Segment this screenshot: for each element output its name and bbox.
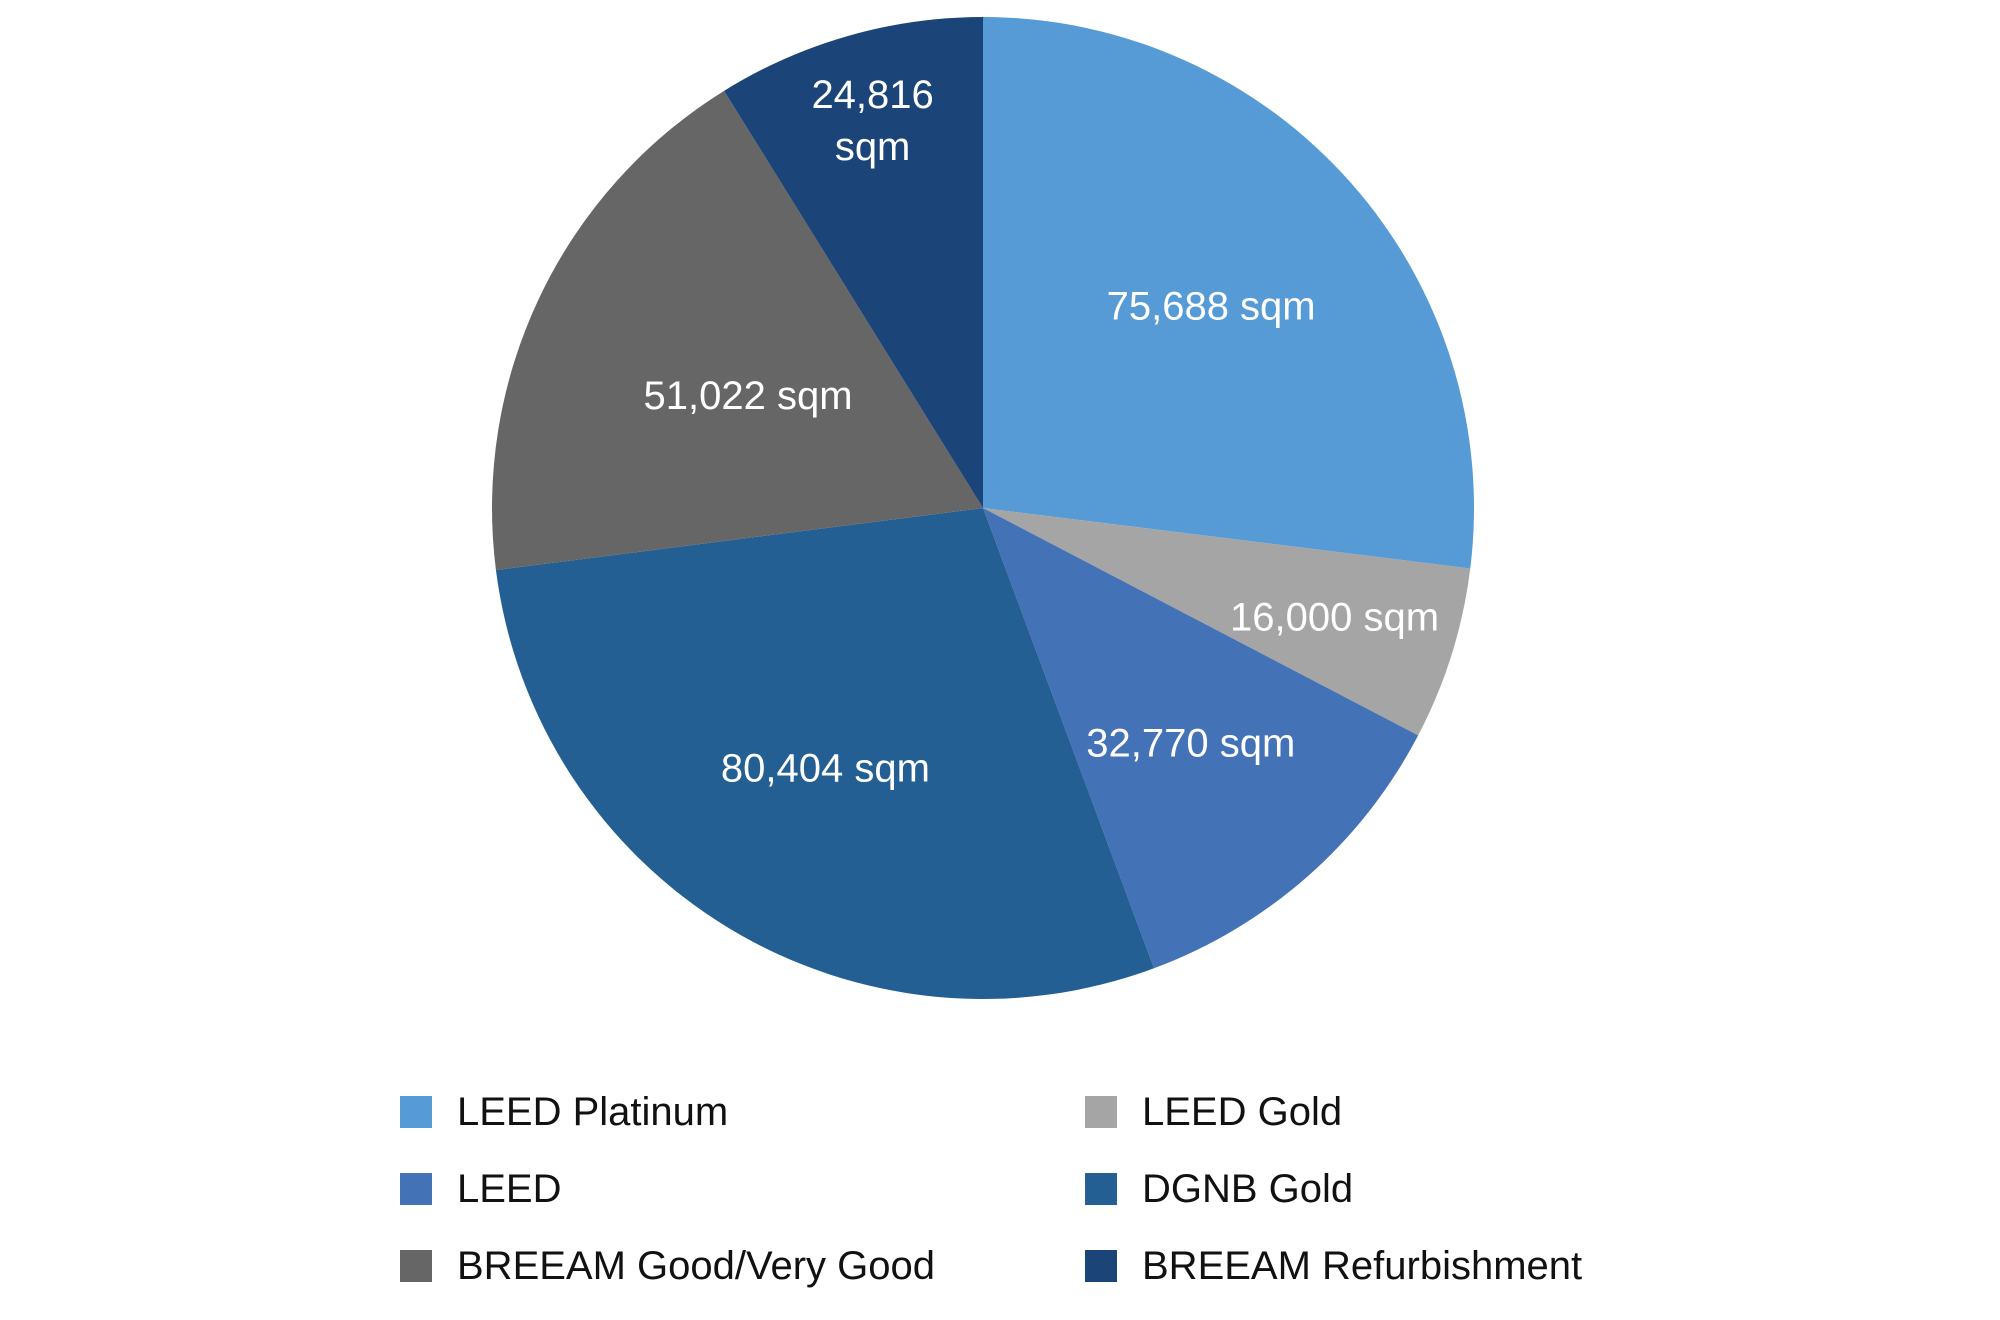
legend-item-leed-gold: LEED Gold xyxy=(1085,1089,1700,1134)
legend-swatch-breeam-good-very-good xyxy=(400,1250,432,1282)
pie-slice-leed-platinum xyxy=(983,17,1475,569)
pie-slice-leed xyxy=(983,508,1419,969)
pie-slice-dgnb-gold xyxy=(495,508,1154,999)
data-label-breeam-refurbishment: 24,816 sqm xyxy=(811,73,933,169)
legend-label-leed-gold: LEED Gold xyxy=(1142,1089,1343,1134)
data-label-leed: 32,770 sqm xyxy=(1086,722,1295,766)
legend: LEED Platinum LEED Gold LEED DGNB Gold B… xyxy=(400,1089,1700,1288)
pie-slice-leed-gold xyxy=(983,508,1471,736)
data-label-leed-gold: 16,000 sqm xyxy=(1230,596,1439,640)
legend-label-leed: LEED xyxy=(457,1166,562,1211)
legend-swatch-dgnb-gold xyxy=(1085,1173,1117,1205)
legend-swatch-leed xyxy=(400,1173,432,1205)
pie-slices xyxy=(492,17,1475,999)
legend-label-breeam-refurbishment: BREEAM Refurbishment xyxy=(1142,1243,1583,1288)
legend-item-leed-platinum: LEED Platinum xyxy=(400,1089,1085,1134)
legend-item-breeam-refurbishment: BREEAM Refurbishment xyxy=(1085,1243,1700,1288)
data-label-breeam-good-very-good: 51,022 sqm xyxy=(644,374,853,418)
pie-slice-breeam-good-very-good xyxy=(492,90,983,571)
data-label-dgnb-gold: 80,404 sqm xyxy=(721,746,930,790)
data-label-leed-platinum: 75,688 sqm xyxy=(1107,284,1316,328)
legend-item-dgnb-gold: DGNB Gold xyxy=(1085,1166,1700,1211)
pie-data-labels: 75,688 sqm 16,000 sqm 32,770 sqm 80,404 sqm… xyxy=(644,73,1440,791)
legend-swatch-leed-platinum xyxy=(400,1096,432,1128)
legend-item-breeam-good-very-good: BREEAM Good/Very Good xyxy=(400,1243,1085,1288)
pie-slice-breeam-refurbishment xyxy=(724,17,983,508)
legend-swatch-leed-gold xyxy=(1085,1096,1117,1128)
legend-item-leed: LEED xyxy=(400,1166,1085,1211)
legend-swatch-breeam-refurbishment xyxy=(1085,1250,1117,1282)
legend-label-breeam-good-very-good: BREEAM Good/Very Good xyxy=(457,1243,936,1288)
legend-label-leed-platinum: LEED Platinum xyxy=(457,1089,729,1134)
legend-label-dgnb-gold: DGNB Gold xyxy=(1142,1166,1354,1211)
